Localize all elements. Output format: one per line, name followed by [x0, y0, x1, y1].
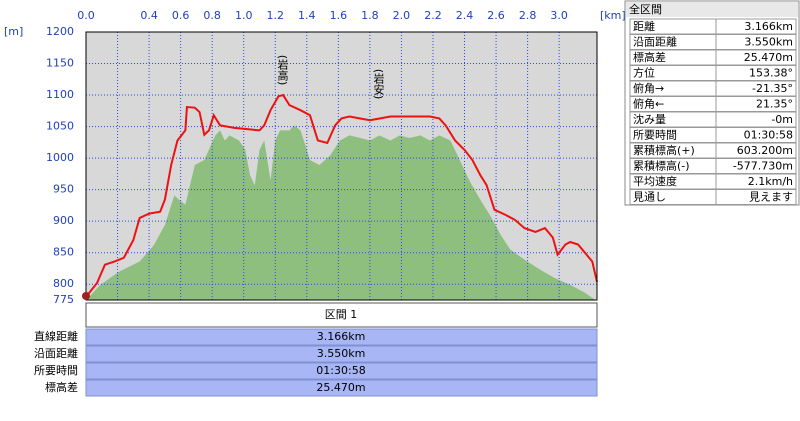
x-tick-label: 2.2	[424, 9, 442, 22]
x-tick-label: 2.6	[487, 9, 505, 22]
x-tick-label: 1.0	[235, 9, 253, 22]
section-header-cell	[85, 302, 598, 328]
section-value: 01:30:58	[316, 364, 365, 377]
section-value: 3.550km	[317, 347, 366, 360]
y-tick-label: 950	[53, 183, 74, 196]
summary-key: 平均速度	[633, 174, 677, 188]
panel-title: 全区間	[629, 2, 662, 16]
summary-value: 21.35°	[756, 98, 793, 111]
summary-key: 俯角→	[633, 81, 664, 95]
x-tick-label: 0.4	[140, 9, 158, 22]
x-tick-label: 1.6	[330, 9, 348, 22]
summary-key: 累積標高(+)	[633, 143, 695, 157]
y-tick-label: 775	[53, 293, 74, 306]
summary-value: 01:30:58	[744, 129, 793, 142]
y-tick-label: 1150	[46, 57, 74, 70]
summary-value: -21.35°	[752, 82, 793, 95]
section-row	[85, 379, 598, 397]
summary-key: 沿面距離	[633, 35, 677, 49]
summary-value: 3.550km	[744, 36, 793, 49]
summary-key: 所要時間	[633, 129, 677, 142]
start-marker	[82, 292, 90, 300]
x-unit: [km]	[600, 9, 626, 22]
summary-value: -577.730m	[733, 160, 793, 173]
x-tick-label: 2.8	[519, 9, 537, 22]
summary-value: 見えます	[749, 191, 793, 204]
section-row	[85, 345, 598, 363]
x-tick-label: 0.0	[77, 9, 95, 22]
summary-value: -0m	[771, 113, 793, 126]
y-tick-label: 800	[53, 277, 74, 290]
x-tick-label: 0.6	[172, 9, 190, 22]
summary-panel: 全区間 距離 3.166km 沿面距離 3.550km 標高差 25.470m 方位 153.…	[624, 0, 800, 206]
peak-label: (岩安)	[372, 69, 385, 100]
y-tick-label: 1000	[46, 151, 74, 164]
summary-value: 3.166km	[744, 20, 793, 33]
y-tick-label: 1100	[46, 88, 74, 101]
x-tick-label: 2.4	[456, 9, 474, 22]
section-table: 区間 1 直線距離 3.166km 沿面距離 3.550km 所要時間 01:30:58 標…	[34, 302, 598, 397]
plot-border	[85, 31, 598, 301]
terrain-area	[89, 125, 596, 300]
y-tick-label: 850	[53, 246, 74, 259]
y-tick-label: 900	[53, 214, 74, 227]
x-tick-label: 1.8	[361, 9, 379, 22]
summary-value: 153.38°	[749, 67, 793, 80]
summary-value: 25.470m	[744, 51, 793, 64]
summary-key: 標高差	[633, 50, 666, 64]
peak-label: (岩高)	[276, 55, 289, 86]
section-value: 25.470m	[316, 381, 365, 394]
section-label: 沿面距離	[34, 346, 78, 360]
summary-value: 603.200m	[737, 144, 793, 157]
x-tick-label: 0.8	[203, 9, 221, 22]
summary-row	[629, 189, 797, 205]
section-header: 区間 1	[325, 308, 358, 321]
summary-key: 累積標高(-)	[633, 159, 690, 173]
section-row	[85, 328, 598, 346]
x-tick-label: 3.0	[550, 9, 568, 22]
summary-key: 見通し	[633, 191, 666, 204]
elevation-line	[85, 93, 598, 298]
panel-title-bar	[626, 2, 798, 17]
x-tick-label: 1.4	[298, 9, 316, 22]
y-unit: [m]	[4, 25, 23, 38]
x-tick-label: 2.0	[393, 9, 411, 22]
summary-value: 2.1km/h	[748, 175, 793, 188]
section-label: 直線距離	[34, 329, 78, 343]
section-value: 3.166km	[317, 330, 366, 343]
section-row	[85, 362, 598, 380]
summary-key: 俯角←	[633, 97, 664, 111]
section-label: 標高差	[45, 380, 78, 394]
y-tick-label: 1050	[46, 120, 74, 133]
summary-key: 沈み量	[633, 112, 666, 126]
plot	[85, 32, 598, 300]
x-tick-label: 1.2	[267, 9, 285, 22]
y-tick-label: 1200	[46, 25, 74, 38]
summary-key: 距離	[633, 19, 655, 33]
section-label: 所要時間	[34, 364, 78, 377]
summary-key: 方位	[633, 66, 655, 80]
